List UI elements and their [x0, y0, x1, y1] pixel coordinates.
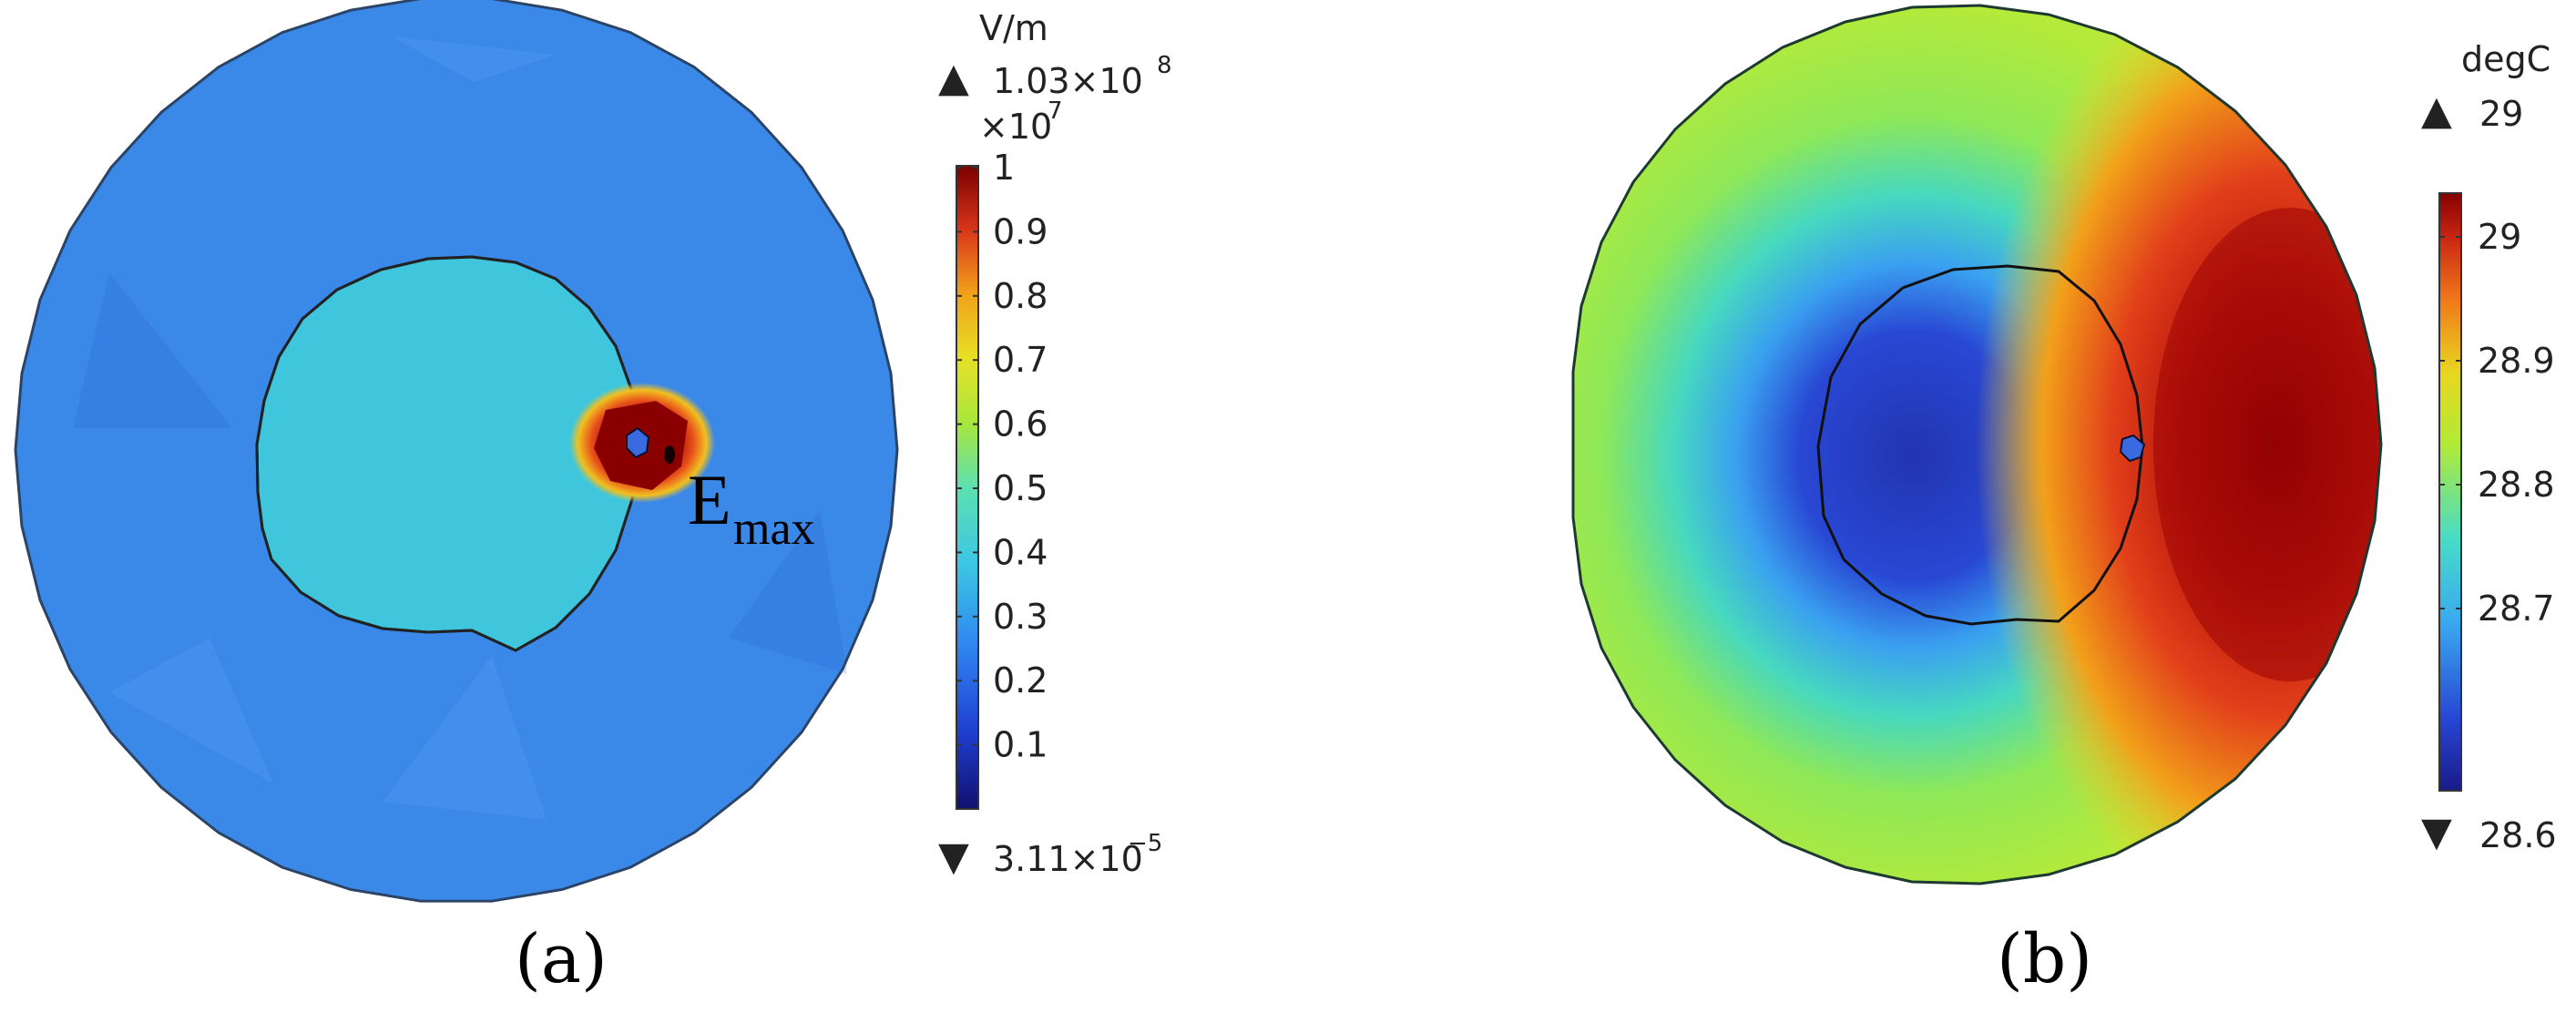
colorbar-a-tick-label: 0.8 [993, 276, 1048, 316]
colorbar-a-tick-label: 0.7 [993, 340, 1048, 380]
max-exponent: 8 [1157, 52, 1172, 79]
colorbar-b [2438, 192, 2462, 792]
min-exponent: −5 [1128, 830, 1162, 857]
colorbar-a-tick-label: 0.1 [993, 725, 1048, 765]
inner-region-b [1816, 264, 2144, 626]
colorbar-a-tick-label: 0.2 [993, 660, 1048, 701]
outer-domain-b [1571, 4, 2383, 885]
colorbar-b-tick-label: 28.7 [2478, 588, 2555, 629]
mesh-shading [73, 36, 847, 820]
emax-label: E [688, 460, 731, 539]
colorbar-ticks: 1 0.9 0.8 0.7 0.6 0.5 0.4 0.3 0.2 0.1 [956, 148, 1048, 765]
max-marker: ▲ [938, 55, 969, 101]
min-marker-b: ▼ [2421, 809, 2452, 855]
colorbar-b-tick-label: 28.9 [2478, 341, 2555, 381]
colorbar-unit-b: degC [2461, 39, 2550, 79]
dark-spot [664, 445, 675, 464]
caption-a: (a) [515, 920, 608, 998]
caption-b: (b) [1997, 920, 2092, 998]
max-marker-b: ▲ [2421, 87, 2452, 134]
multiplier: ×10 [979, 107, 1052, 147]
electrode-marker-b [2119, 434, 2146, 463]
multiplier-exponent: 7 [1048, 97, 1063, 125]
emax-subscript: max [733, 503, 815, 555]
max-value-b: 29 [2479, 94, 2523, 134]
panel-a-electric-field: E max V/m ▲ 1.03×10 8 ×10 7 1 0.9 0.8 0.7 0.… [14, 0, 1172, 998]
colorbar-a-tick-label: 0.4 [993, 532, 1048, 572]
colorbar-a-tick-label: 0.6 [993, 404, 1048, 445]
max-value: 1.03×10 [993, 61, 1143, 101]
colorbar-a-tick-label: 0.5 [993, 468, 1048, 508]
panel-b-temperature: degC ▲ 29 29 28.9 28.8 28.7 ▼ 28.6 (b) [1288, 0, 2576, 1013]
colorbar-b-tick-label: 29 [2478, 217, 2521, 257]
colorbar-unit: V/m [979, 8, 1048, 48]
colorbar-ticks-b: 29 28.9 28.8 28.7 [2439, 217, 2555, 629]
min-marker: ▼ [938, 834, 969, 880]
electrode-marker [626, 426, 650, 459]
panel-b-figure: degC ▲ 29 29 28.9 28.8 28.7 ▼ 28.6 (b) [1571, 4, 2557, 998]
colorbar-a-tick-label: 1 [993, 148, 1015, 188]
colorbar-a-tick-label: 0.3 [993, 597, 1048, 637]
colorbar-a-tick-label: 0.9 [993, 211, 1048, 251]
min-value: 3.11×10 [993, 839, 1143, 879]
colorbar-b-tick-label: 28.8 [2478, 465, 2555, 505]
temperature-field [1573, 5, 2381, 884]
min-value-b: 28.6 [2479, 815, 2557, 855]
panel-a-figure: E max V/m ▲ 1.03×10 8 ×10 7 1 0.9 0.8 0.7 0.… [14, 0, 1172, 998]
